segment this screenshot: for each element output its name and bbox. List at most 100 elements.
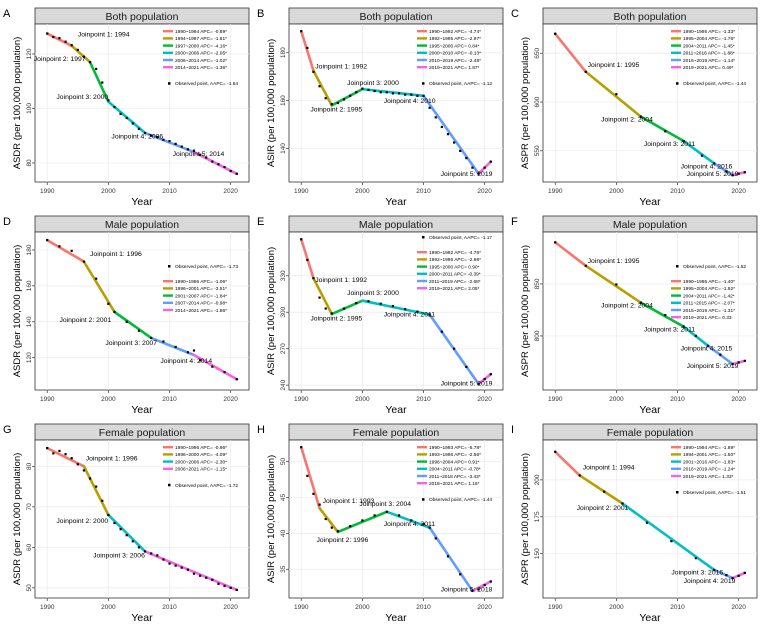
observed-point (211, 365, 214, 368)
observed-point (336, 101, 340, 105)
observed-point (682, 325, 685, 328)
panel-title: Both population (360, 11, 433, 23)
legend-label: 1990~1992 APC= -4.74* (429, 29, 481, 35)
segment-line (143, 550, 239, 592)
panel-i: I Female population 1990 2000 2010 2020 150 175… (511, 423, 758, 624)
legend-observed-label: Observed point, AAPC= -1.12 (429, 81, 492, 87)
segment-line (82, 465, 110, 517)
segment-line (553, 241, 588, 268)
legend-label: 1992~1995 APC= -2.98* (429, 257, 481, 263)
observed-point (664, 314, 667, 317)
observed-point (719, 353, 722, 356)
legend-label: 1990~1994 APC= -0.89* (175, 29, 227, 35)
observed-point (223, 370, 226, 374)
observed-point (737, 574, 740, 577)
x-axis-title: Year (131, 196, 153, 208)
observed-point (725, 170, 728, 173)
observed-point (119, 112, 122, 115)
y-tick-label: 160 (26, 280, 33, 291)
gridlines (543, 440, 757, 598)
observed-point (101, 499, 104, 502)
observed-point (694, 557, 697, 560)
legend-observed-label: Observed point, AAPC= -1.64 (175, 81, 238, 87)
plot-area (542, 231, 758, 391)
x-tick-label: 1990 (548, 188, 563, 195)
x-tick-label: 2020 (223, 396, 238, 403)
observed-points (46, 32, 238, 175)
observed-point (318, 503, 321, 506)
observed-point (452, 347, 456, 350)
x-tick-label: 2020 (223, 604, 238, 611)
observed-point (737, 172, 740, 175)
observed-point (379, 91, 382, 94)
joinpoint-label: Joinpoint 4: 2011 (384, 311, 435, 318)
y-tick-label: 140 (26, 316, 33, 327)
observed-point (88, 61, 92, 64)
observed-point (46, 32, 49, 35)
y-tick-label: 550 (534, 145, 541, 156)
observed-point (471, 589, 474, 592)
observed-point (131, 540, 134, 543)
observed-point (489, 580, 492, 583)
observed-point (483, 166, 486, 169)
legend-observed-key (676, 491, 679, 494)
panel-letter: F (511, 216, 518, 228)
observed-point (385, 510, 388, 513)
observed-point (355, 302, 358, 305)
observed-point (125, 320, 128, 323)
observed-point (477, 382, 480, 386)
joinpoint-label: Joinpoint 4: 2010 (384, 98, 436, 105)
observed-point (584, 70, 587, 73)
panel-letter: I (511, 424, 514, 436)
panel-title: Female population (607, 427, 694, 439)
observed-point (349, 94, 352, 97)
joinpoint-label: Joinpoint 2: 2004 (601, 117, 653, 124)
observed-points (554, 450, 746, 580)
y-tick-label: 60 (26, 543, 33, 551)
observed-point (180, 566, 183, 569)
x-tick-label: 1990 (40, 188, 55, 195)
y-tick-label: 200 (534, 474, 541, 485)
x-tick-label: 2010 (670, 396, 685, 403)
observed-point (113, 310, 116, 313)
joinpoint-label: Joinpoint 1: 1996 (86, 455, 138, 462)
observed-point (58, 37, 61, 40)
segment-line (712, 162, 734, 177)
segment-lines (553, 32, 747, 177)
legend-observed-key (168, 82, 171, 85)
observed-point (192, 149, 196, 152)
observed-point (150, 134, 153, 137)
observed-point (483, 583, 486, 587)
observed-point (101, 81, 104, 84)
observed-point (324, 307, 327, 310)
legend-label: 2016~2019 APC= -1.14* (683, 58, 735, 64)
y-axis-title: ASDR (per 100,000 population) (12, 453, 23, 586)
y-tick-label: 120 (26, 48, 33, 59)
observed-point (349, 525, 352, 528)
legend: 1990~1993 APC= -5.78*1993~1996 APC= -2.5… (417, 445, 492, 503)
segment-line (113, 310, 153, 340)
observed-point (137, 127, 141, 130)
observed-point (410, 93, 413, 96)
observed-point (229, 170, 232, 173)
y-tick-label: 40 (280, 529, 287, 537)
joinpoint-label: Joinpoint 1: 1992 (315, 277, 367, 284)
y-axis-title: ASPR (per 100,000 population) (520, 453, 531, 585)
legend-label: 2019~2021 APC= 0.49* (683, 65, 734, 71)
panel-letter: A (3, 8, 11, 20)
observed-point (737, 361, 740, 364)
legend-label: 2007~2014 APC= -0.98* (175, 301, 227, 307)
legend-label: 1990~1996 APC= -0.96* (175, 445, 227, 451)
y-tick-label: 300 (280, 306, 287, 317)
joinpoint-label: Joinpoint 2: 1997 (34, 56, 86, 63)
gridlines (35, 440, 249, 598)
observed-point (113, 521, 116, 525)
legend-label: 1996~2001 APC= -3.51* (175, 286, 227, 292)
x-tick-label: 2010 (162, 604, 177, 611)
observed-point (192, 349, 196, 352)
legend-label: 2004~2011 APC= -1.45* (683, 43, 735, 49)
legend-label: 1995~2004 APC= -1.76* (683, 36, 735, 42)
legend-observed-label: Observed point, AAPC= -1.51 (683, 490, 746, 496)
observed-point (318, 85, 321, 88)
